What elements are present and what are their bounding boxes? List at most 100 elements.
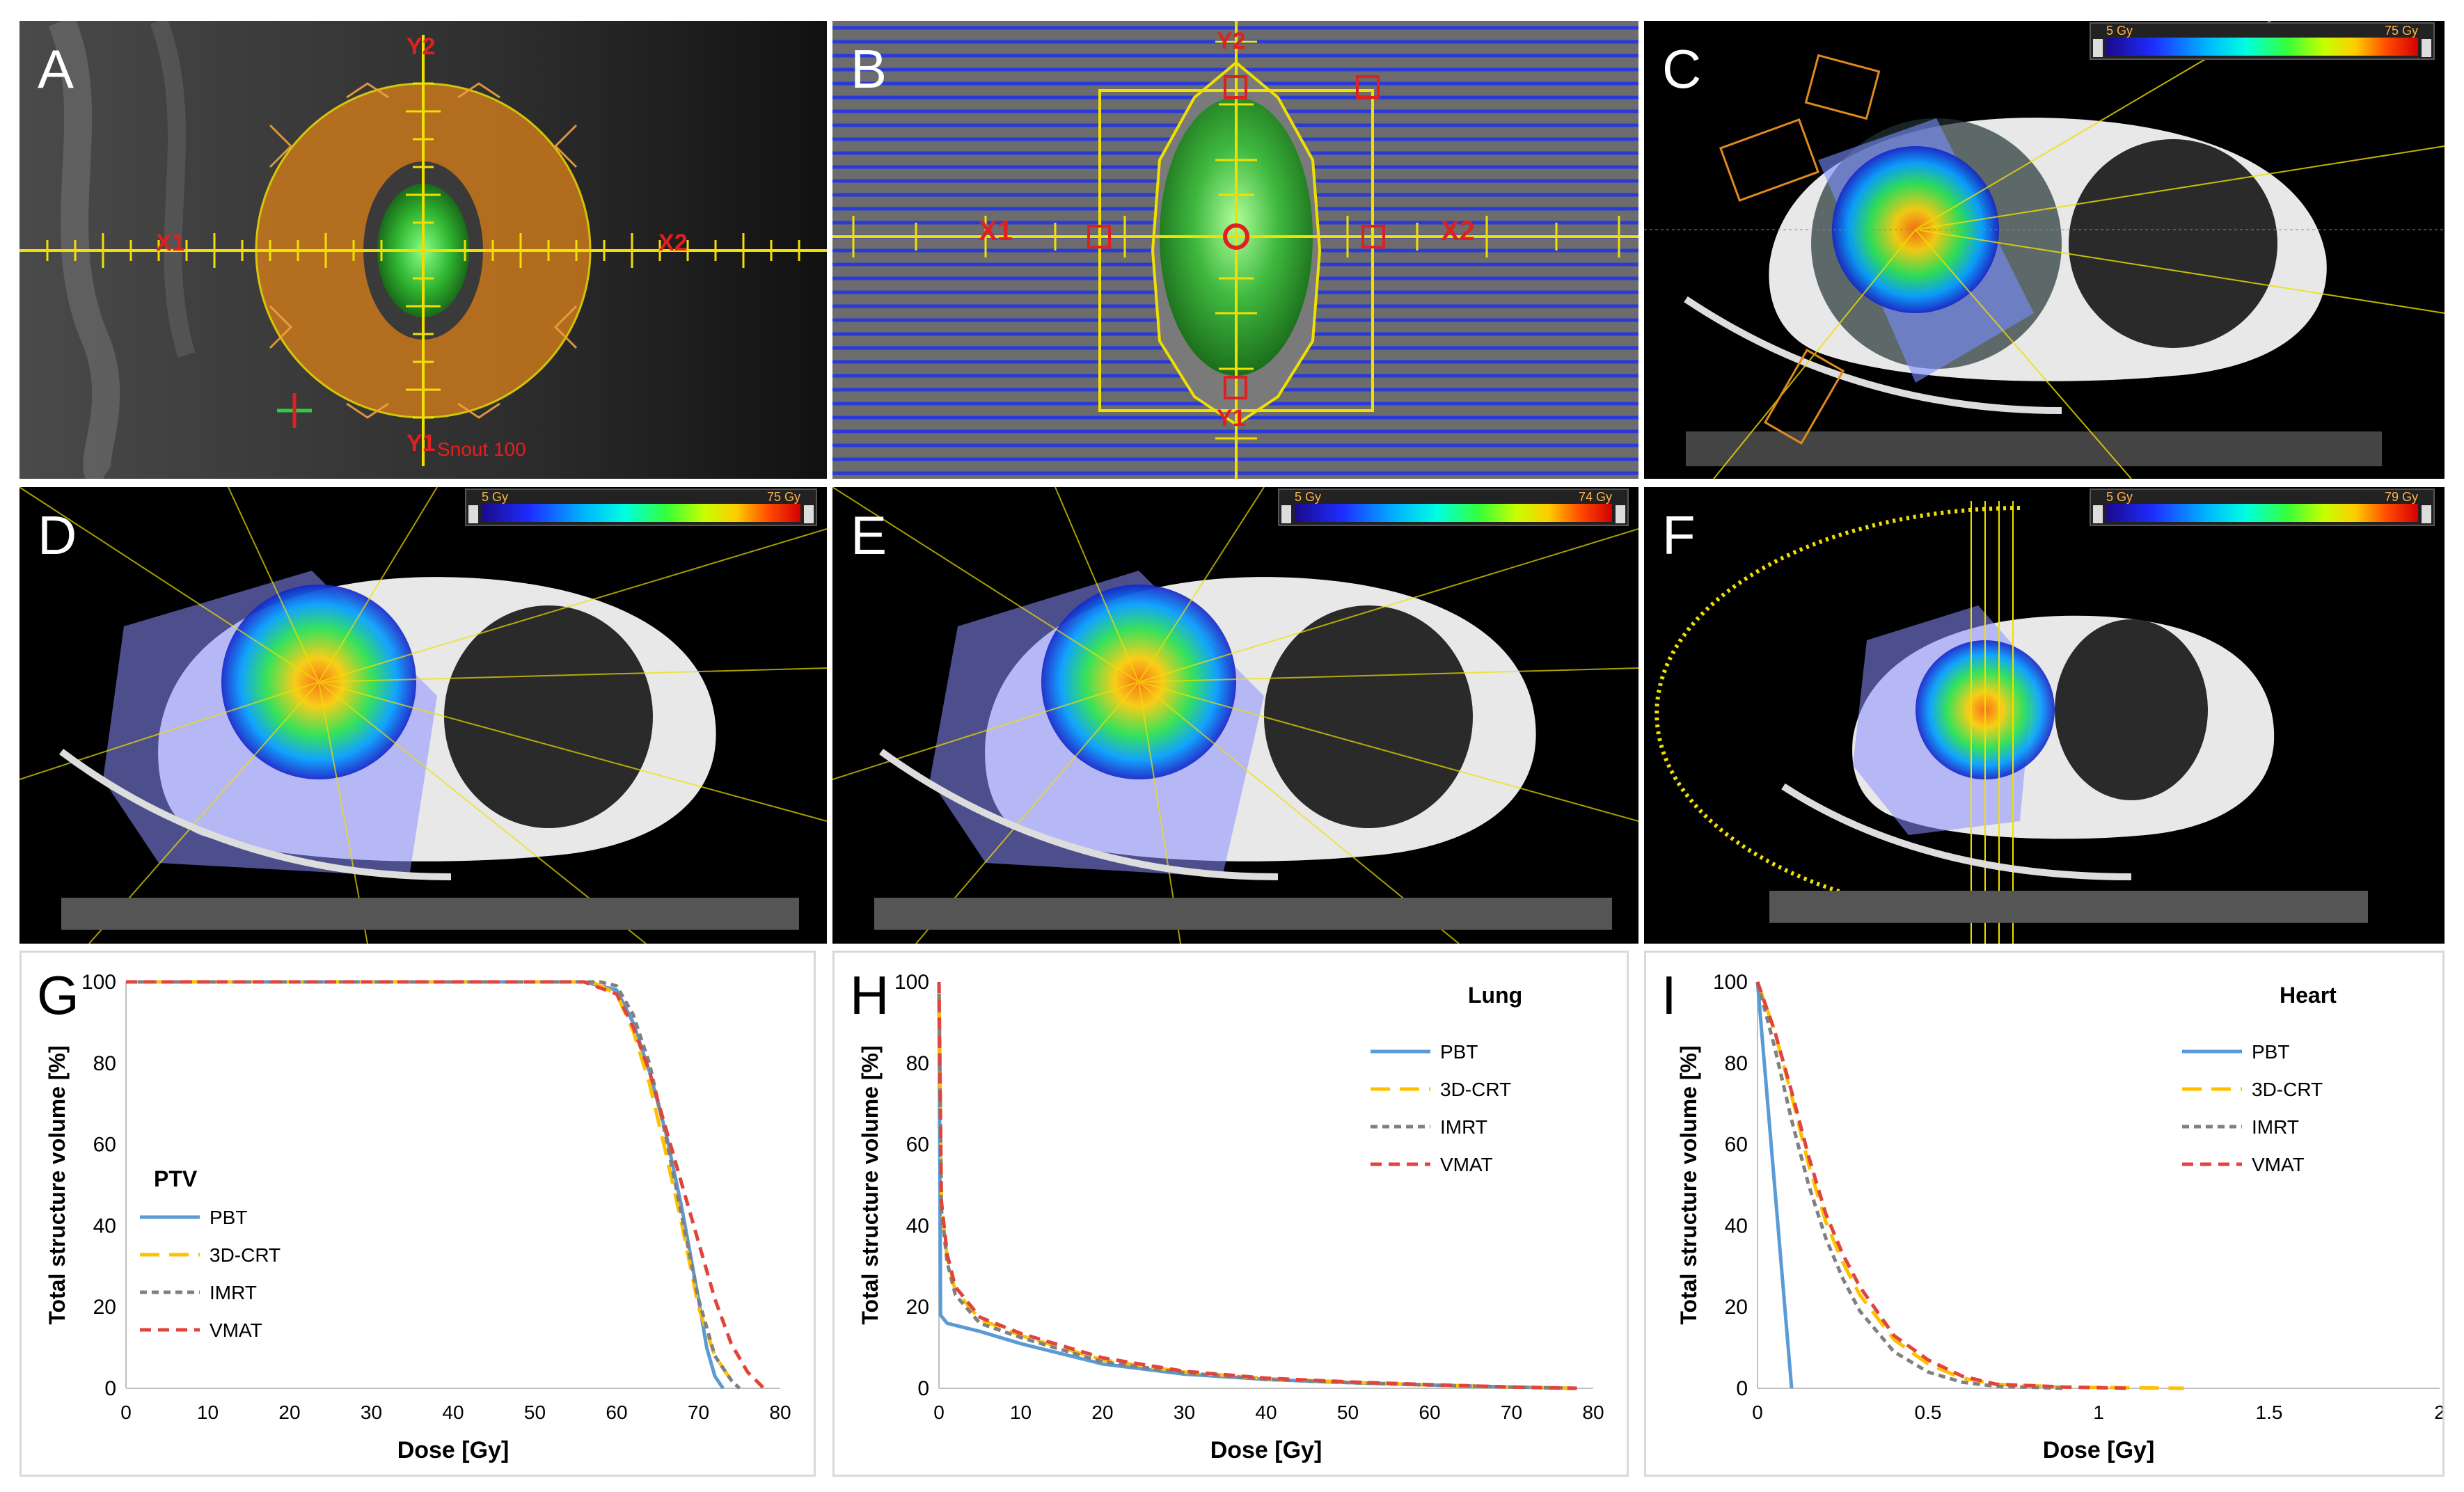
- x-axis-title: Dose [Gy]: [2043, 1437, 2155, 1463]
- y-tick-label: 60: [1725, 1134, 1748, 1157]
- dvh-chart-ptv: 0 20 40 60 80 100 0 10 20 30 40 50 60 70 80 Dose [Gy] To…: [45, 971, 791, 1463]
- y-tick-label: 20: [1725, 1296, 1748, 1319]
- legend-label: VMAT: [2252, 1154, 2305, 1175]
- panel-g: 0 20 40 60 80 100 0 10 20 30 40 50 60 70 80 Dose [Gy] To…: [19, 951, 816, 1477]
- structure-label: Lung: [1468, 983, 1522, 1008]
- x-tick-label: 0: [120, 1402, 132, 1423]
- x-tick-label: 0.5: [1915, 1402, 1942, 1423]
- x-tick-label: 70: [688, 1402, 709, 1423]
- tag-a-x2: X2: [658, 230, 688, 256]
- colorbar-max-label: 75 Gy: [766, 490, 800, 504]
- x-tick-label: 10: [1010, 1402, 1032, 1423]
- tag-b-y1: Y1: [1217, 405, 1246, 431]
- panel-e-label: E: [851, 505, 887, 566]
- colorbar-right-handle[interactable]: [2422, 39, 2431, 57]
- y-tick-label: 0: [104, 1377, 116, 1400]
- x-tick-label: 80: [1582, 1402, 1604, 1423]
- panel-a-label: A: [38, 38, 74, 100]
- colorbar-right-handle[interactable]: [1616, 505, 1625, 523]
- panel-h: 0 20 40 60 80 100 0 10 20 30 40 50 60 70 80 Dose [Gy] To…: [832, 951, 1629, 1477]
- series-line-imrt: [937, 981, 1577, 1390]
- colorbar-gradient: [2106, 504, 2418, 522]
- panel-f-colorbar: 5 Gy 79 Gy: [2090, 489, 2435, 526]
- panel-e-image: [832, 487, 1638, 944]
- colorbar-max-label: 75 Gy: [2384, 24, 2418, 38]
- panel-g-label: G: [37, 965, 79, 1026]
- x-axis-title: Dose [Gy]: [1210, 1437, 1322, 1463]
- x-tick-label: 60: [606, 1402, 627, 1423]
- x-tick-label: 40: [1255, 1402, 1277, 1423]
- structure-label: PTV: [154, 1166, 198, 1191]
- dvh-chart-lung: 0 20 40 60 80 100 0 10 20 30 40 50 60 70 80 Dose [Gy] To…: [858, 971, 1604, 1463]
- x-tick-label: 50: [524, 1402, 546, 1423]
- colorbar-min-label: 5 Gy: [482, 490, 509, 504]
- panel-a: A Y2 Y1 X1 X2 Snout 100: [19, 21, 827, 479]
- x-tick-label: 60: [1419, 1402, 1440, 1423]
- y-tick-label: 40: [93, 1214, 116, 1237]
- dvh-chart-heart: 0 20 40 60 80 100 0 0.5 1 1.5 2 Dose [Gy] Total stru…: [1676, 971, 2445, 1463]
- panel-b-image: [832, 21, 1638, 479]
- colorbar-right-handle[interactable]: [2422, 505, 2431, 523]
- legend-label: PBT: [210, 1207, 247, 1228]
- x-tick-label: 40: [442, 1402, 464, 1423]
- colorbar-gradient: [482, 504, 800, 522]
- panel-f-label: F: [1662, 505, 1696, 566]
- y-tick-label: 100: [1713, 971, 1748, 994]
- x-axis-title: Dose [Gy]: [397, 1437, 510, 1463]
- colorbar-max-label: 74 Gy: [1578, 490, 1612, 504]
- y-tick-label: 100: [894, 971, 929, 994]
- panel-b-label: B: [851, 38, 887, 100]
- y-tick-label: 80: [906, 1052, 929, 1075]
- colorbar-min-label: 5 Gy: [1295, 490, 1322, 504]
- x-tick-label: 80: [769, 1402, 791, 1423]
- panel-f-image: [1644, 487, 2445, 944]
- legend-label: IMRT: [1440, 1116, 1487, 1138]
- x-tick-label: 1.5: [2256, 1402, 2283, 1423]
- tag-b-y2: Y2: [1217, 28, 1246, 54]
- y-tick-label: 60: [906, 1134, 929, 1157]
- tag-a-y2: Y2: [406, 33, 436, 60]
- x-tick-label: 2: [2434, 1402, 2445, 1423]
- series-line-3d-crt: [937, 981, 1577, 1390]
- y-axis-title: Total structure volume [%]: [1676, 1045, 1701, 1324]
- panel-b: B Y2 Y1 X1 X2: [832, 21, 1638, 479]
- tag-a-snout: Snout 100: [437, 438, 526, 460]
- legend-label: 3D-CRT: [1440, 1079, 1511, 1100]
- panel-c-colorbar: 5 Gy 75 Gy: [2090, 22, 2435, 60]
- colorbar-left-handle[interactable]: [2093, 505, 2103, 523]
- y-tick-label: 20: [93, 1296, 116, 1319]
- x-tick-label: 0: [933, 1402, 945, 1423]
- structure-label: Heart: [2280, 983, 2337, 1008]
- panel-e: E 5 Gy 74 Gy: [832, 487, 1638, 944]
- panel-f: F 5 Gy 79 Gy: [1644, 487, 2445, 944]
- colorbar-left-handle[interactable]: [1281, 505, 1291, 523]
- x-tick-label: 30: [1174, 1402, 1195, 1423]
- panel-c-image: [1644, 21, 2445, 479]
- colorbar-left-handle[interactable]: [468, 505, 478, 523]
- panel-d-image: [19, 487, 827, 944]
- legend-label: 3D-CRT: [210, 1244, 281, 1266]
- legend-label: VMAT: [210, 1319, 262, 1341]
- y-tick-label: 0: [917, 1377, 929, 1400]
- x-tick-label: 10: [197, 1402, 219, 1423]
- panel-d: D 5 Gy 75 Gy: [19, 487, 827, 944]
- series-line-imrt: [126, 980, 741, 1390]
- y-tick-label: 40: [1725, 1214, 1748, 1237]
- panel-a-image: [19, 21, 827, 479]
- tag-a-y1: Y1: [406, 430, 436, 457]
- tag-a-x1: X1: [156, 230, 185, 256]
- x-tick-label: 20: [278, 1402, 300, 1423]
- y-axis-title: Total structure volume [%]: [45, 1045, 70, 1324]
- y-tick-label: 100: [81, 971, 116, 994]
- panel-h-label: H: [850, 965, 890, 1026]
- colorbar-gradient: [1295, 504, 1612, 522]
- panel-d-colorbar: 5 Gy 75 Gy: [465, 489, 817, 526]
- panel-e-colorbar: 5 Gy 74 Gy: [1278, 489, 1629, 526]
- colorbar-left-handle[interactable]: [2093, 39, 2103, 57]
- legend-label: 3D-CRT: [2252, 1079, 2323, 1100]
- panel-c: C 5 Gy 75 Gy: [1644, 21, 2445, 479]
- panel-i-label: I: [1661, 965, 1677, 1026]
- colorbar-min-label: 5 Gy: [2106, 24, 2133, 38]
- colorbar-right-handle[interactable]: [804, 505, 814, 523]
- x-tick-label: 70: [1501, 1402, 1522, 1423]
